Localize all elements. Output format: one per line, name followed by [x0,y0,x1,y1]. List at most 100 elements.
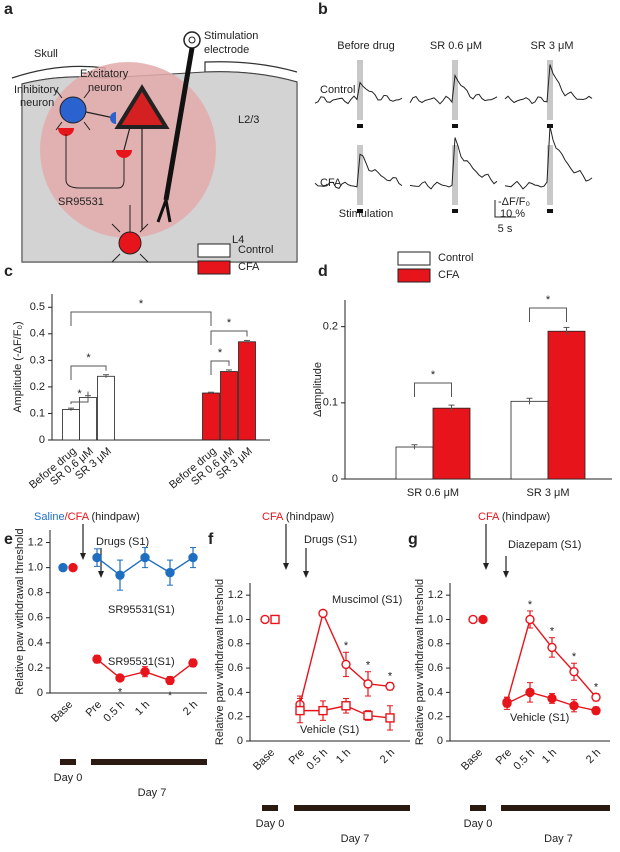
y-tick-label: 1.0 [428,613,443,625]
bar [432,407,471,480]
y-tick-label: 0.6 [28,612,43,624]
panel-label: d [318,263,328,280]
title-part: (hindpaw) [283,511,334,523]
label: Inhibitory [14,84,59,96]
y-tick-label: 0 [332,473,338,485]
marker [260,614,270,625]
label: neuron [88,82,122,94]
marker [591,705,601,716]
day-bar [501,805,610,811]
y-tick-label: 0.6 [428,662,443,674]
title-part: CFA [262,511,284,523]
panel-label: g [408,531,418,548]
bar [62,409,80,441]
trace [504,64,593,105]
marker [140,552,150,563]
significance-bracket [210,360,230,375]
column-label: SR 0.6 μM [430,40,482,52]
legend-label: Control [438,252,473,264]
significance-label: * [366,660,371,672]
label: Skull [34,48,58,60]
label: neuron [20,97,54,109]
series-label: Vehicle (S1) [300,724,359,736]
trace [314,81,403,105]
stim-band [357,145,363,205]
x-tick-label: 1 h [133,699,152,718]
y-tick-label: 0.5 [30,301,45,313]
y-tick-label: 0 [37,687,43,699]
title-part: /CFA [65,511,90,523]
marker [92,552,102,563]
stim-marker [357,209,363,213]
bar [547,330,586,480]
significance-bracket [210,330,248,345]
marker [525,687,535,698]
significance-label: * [546,294,551,306]
marker [591,692,601,702]
legend-swatch [197,243,231,258]
marker [270,614,280,625]
panel-title: CFA (hindpaw) [478,511,550,523]
bar [79,397,97,441]
label: L2/3 [238,114,259,126]
arrow-head [283,563,289,570]
x-tick-label: Base [49,699,75,725]
marker [188,658,198,668]
drug-label: Drugs (S1) [96,536,149,548]
trace [504,126,593,190]
stim-band [357,60,363,120]
arrow-head [80,553,86,560]
marker [478,614,488,625]
label: L4 [232,234,244,246]
trace [409,73,498,105]
l4-neuron [118,231,142,255]
x-tick-label: 2 h [181,699,200,718]
day-label: Day 0 [256,818,285,830]
marker [547,693,557,704]
trace [314,153,403,189]
synapse-line [85,111,115,119]
panel-title: CFA (hindpaw) [262,511,334,523]
electrode [163,47,195,201]
significance-label: * [550,626,555,638]
day-bar [470,805,486,811]
marker [502,698,512,709]
marker [341,701,351,711]
scale-label: 5 s [498,223,513,235]
scale-bar [494,200,516,218]
marker [295,705,305,716]
day-bar [262,805,278,811]
significance-bracket [70,391,89,405]
bar [510,400,549,480]
label: electrode [204,44,249,56]
panel-label: e [4,531,13,548]
panel-title: Saline/CFA (hindpaw) [34,511,140,523]
synapse [58,128,74,136]
y-tick-label: 0.4 [28,637,43,649]
stim-marker [452,124,458,128]
y-tick-label: 0.2 [28,662,43,674]
y-tick-label: 0.8 [28,587,43,599]
y-tick-label: 0.4 [228,686,243,698]
legend-label: CFA [438,269,460,281]
arrow-head [303,571,309,578]
marker [569,667,579,677]
x-tick-label: 1 h [334,747,353,766]
significance-label: * [86,352,91,364]
y-tick-label: 0.2 [228,711,243,723]
marker [165,675,175,686]
dendrites [111,223,149,263]
bar [202,392,220,441]
day-bar [294,805,410,811]
x-tick-label: 2 h [584,747,603,766]
stim-marker [547,124,553,128]
y-tick-label: 1.0 [28,562,43,574]
significance-label: * [218,347,223,359]
arrow-head [503,571,509,578]
significance-label: * [139,298,144,310]
x-tick-label: 1 h [540,747,559,766]
day-label: Day 0 [54,772,83,784]
y-tick-label: 0 [237,735,243,747]
y-tick-label: 1.2 [228,589,243,601]
